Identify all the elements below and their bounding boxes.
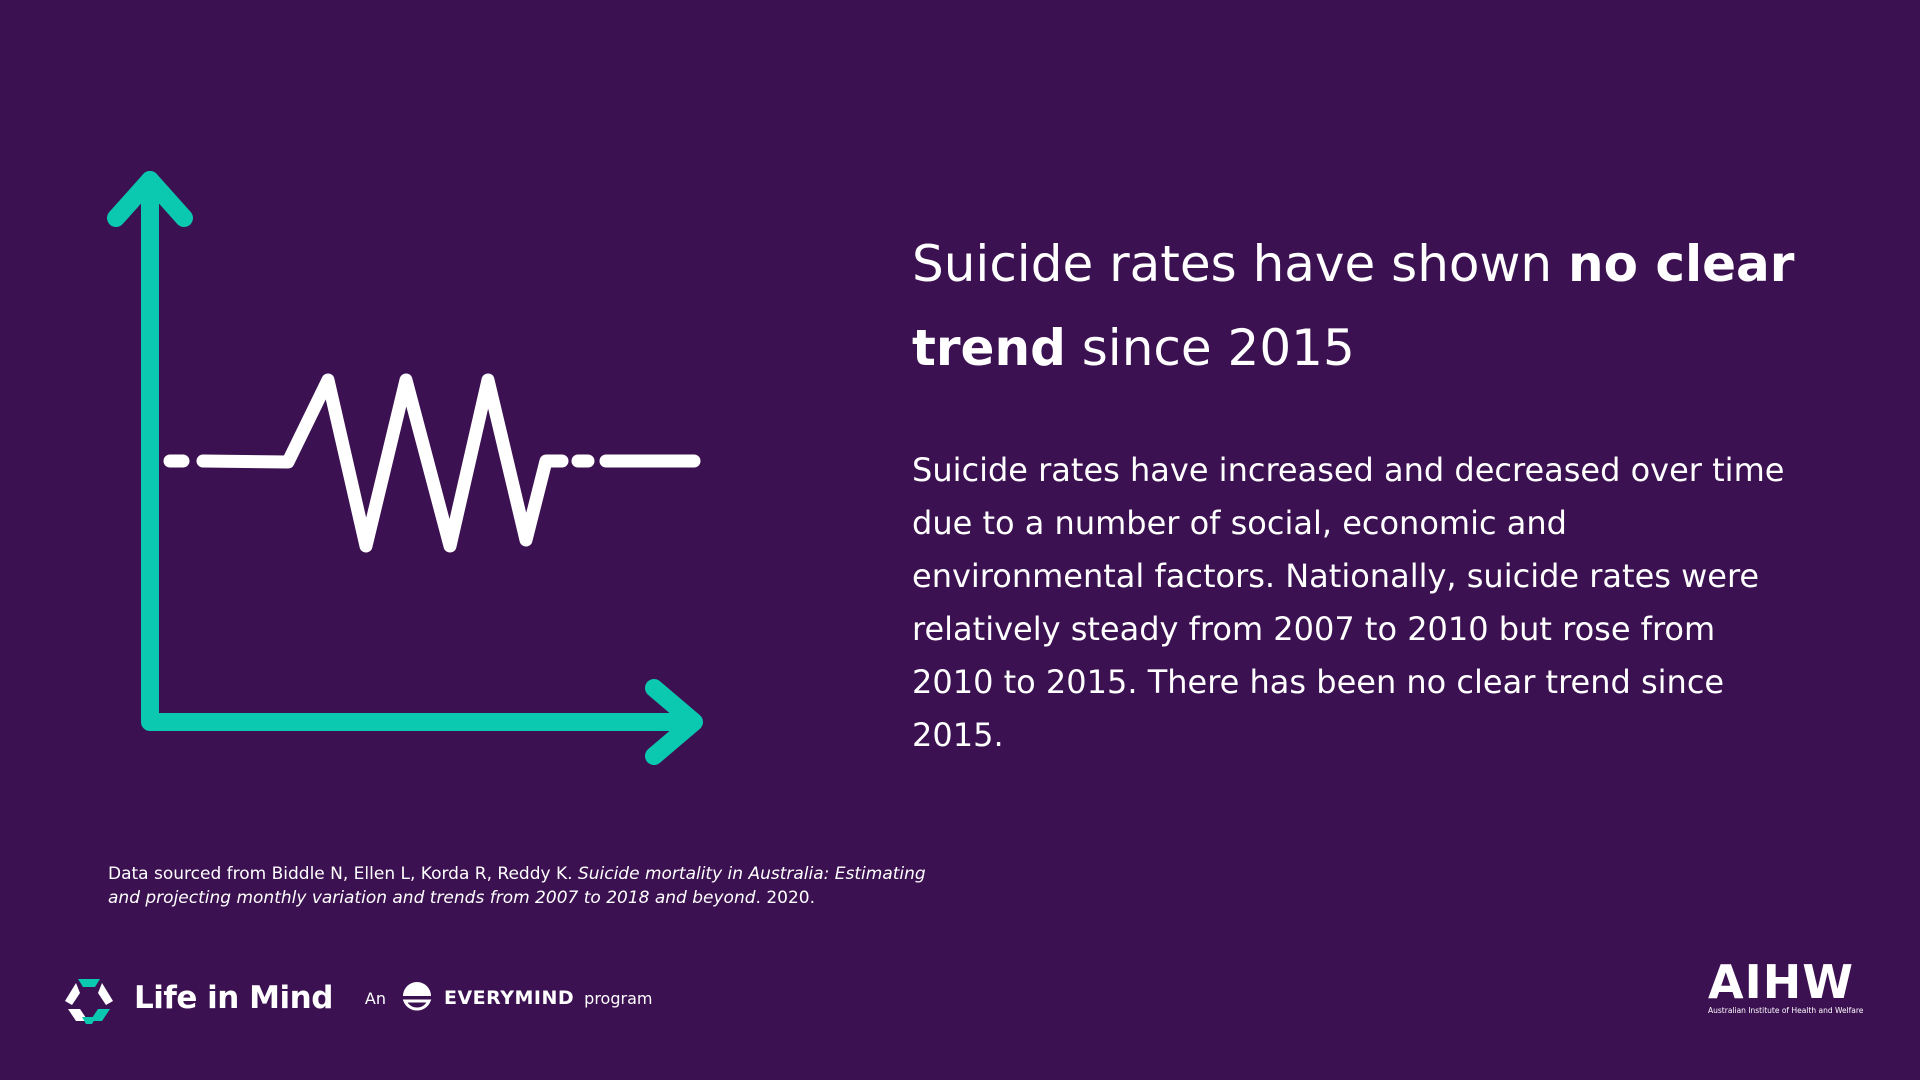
source-title: Suicide mortality in Australia: Estimati… bbox=[108, 864, 926, 908]
y-axis-arrowhead bbox=[107, 171, 193, 227]
zigzag-line bbox=[196, 373, 569, 553]
headline-part1: Suicide rates have shown bbox=[912, 235, 1568, 293]
partner-name: EVERYMIND bbox=[444, 987, 575, 1009]
life-in-mind-logo-icon bbox=[65, 979, 113, 1024]
program-label: program bbox=[584, 988, 653, 1008]
footer-branding: Life in Mind An EVERYMIND program bbox=[62, 970, 652, 1026]
x-axis-arrowhead bbox=[645, 679, 703, 765]
aihw-full-name: Australian Institute of Health and Welfa… bbox=[1708, 1006, 1864, 1015]
y-axis-line bbox=[141, 171, 695, 731]
aihw-logo: AIHW Australian Institute of Health and … bbox=[1708, 955, 1864, 1016]
body-paragraph: Suicide rates have increased and decreas… bbox=[912, 451, 1785, 754]
an-label: An bbox=[364, 988, 386, 1008]
headline-part2: since 2015 bbox=[1065, 319, 1355, 377]
headline: Suicide rates have shown no clear trend … bbox=[912, 222, 1812, 390]
aihw-mark: AIHW bbox=[1708, 955, 1854, 1009]
source-prefix: Data sourced from Biddle N, Ellen L, Kor… bbox=[108, 864, 578, 884]
everymind-logo-icon bbox=[402, 982, 432, 1011]
source-note: Data sourced from Biddle N, Ellen L, Kor… bbox=[108, 862, 928, 910]
brand-name: Life in Mind bbox=[134, 980, 333, 1016]
source-suffix: . 2020. bbox=[755, 888, 816, 908]
headline-emphasis: no clear trend bbox=[912, 235, 1795, 377]
trend-axes-zigzag-icon bbox=[107, 171, 703, 765]
